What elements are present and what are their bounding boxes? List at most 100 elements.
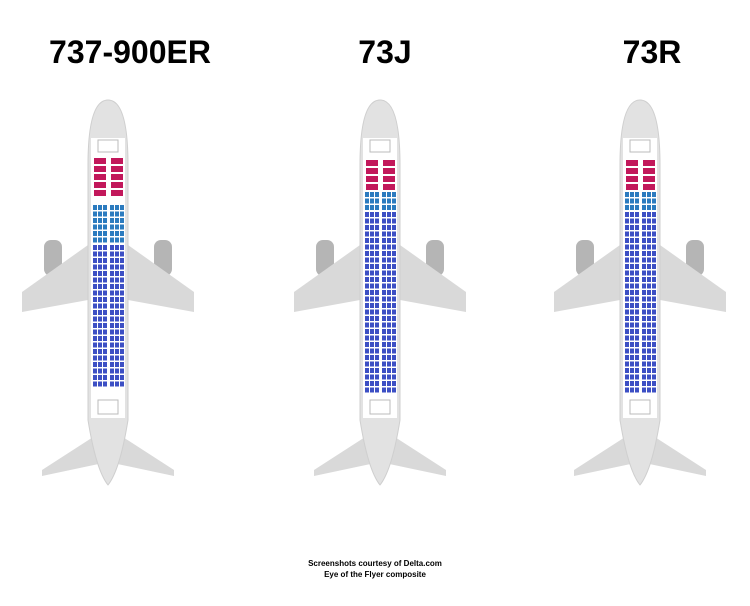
seat-first: [94, 190, 100, 196]
seat-main: [387, 374, 391, 380]
seat-main: [103, 245, 107, 250]
seat-main: [98, 290, 102, 296]
seat-comfort: [93, 231, 97, 236]
seat-main: [365, 244, 369, 250]
seat-comfort: [635, 205, 639, 210]
seat-main: [635, 335, 639, 341]
seat-main: [382, 218, 386, 224]
seat-main: [652, 374, 656, 380]
seat-main: [110, 245, 114, 250]
seat-main: [370, 212, 374, 217]
seat-main: [115, 251, 119, 257]
seat-main: [120, 251, 124, 257]
seat-main: [647, 218, 651, 224]
seat-main: [652, 348, 656, 354]
seat-main: [365, 309, 369, 315]
seat-main: [630, 244, 634, 250]
seat-first: [117, 174, 123, 180]
seat-main: [370, 303, 374, 308]
seat-main: [647, 244, 651, 250]
seat-main: [93, 329, 97, 335]
seat-main: [110, 368, 114, 374]
seat-first: [94, 166, 100, 172]
galley: [97, 139, 119, 153]
seat-main: [98, 362, 102, 367]
seat-main: [93, 381, 97, 387]
seat-main: [635, 374, 639, 380]
seat-comfort: [98, 224, 102, 230]
seat-main: [652, 387, 656, 393]
seat-main: [382, 251, 386, 256]
plane-title: 737-900ER: [49, 34, 211, 70]
wing: [22, 245, 88, 312]
seat-comfort: [370, 198, 374, 204]
seat-main: [382, 355, 386, 360]
seat-main: [110, 297, 114, 302]
seat-main: [642, 264, 646, 269]
seat-main: [120, 316, 124, 322]
seat-first: [372, 168, 378, 174]
seat-main: [642, 335, 646, 341]
seat-comfort: [642, 192, 646, 197]
seat-main: [392, 309, 396, 315]
seat-main: [625, 251, 629, 256]
seat-main: [120, 342, 124, 348]
seat-main: [642, 309, 646, 315]
seat-main: [647, 387, 651, 393]
seat-main: [387, 322, 391, 328]
wing: [128, 245, 194, 312]
seat-main: [652, 225, 656, 230]
seat-main: [370, 374, 374, 380]
seat-main: [392, 270, 396, 276]
seat-main: [642, 355, 646, 360]
seat-main: [120, 355, 124, 361]
seat-main: [387, 251, 391, 256]
seat-main: [375, 290, 379, 295]
seat-main: [387, 309, 391, 315]
seat-main: [630, 342, 634, 347]
seat-main: [387, 264, 391, 269]
seat-main: [625, 238, 629, 243]
seat-main: [98, 368, 102, 374]
seat-main: [635, 270, 639, 276]
seat-main: [635, 212, 639, 217]
seat-comfort: [630, 205, 634, 210]
seat-main: [630, 361, 634, 367]
seat-main: [375, 212, 379, 217]
seat-main: [392, 296, 396, 302]
seat-main: [93, 290, 97, 296]
seat-main: [93, 310, 97, 315]
seat-main: [115, 329, 119, 335]
seat-main: [110, 277, 114, 283]
seat-main: [98, 323, 102, 328]
seat-main: [625, 212, 629, 217]
seat-main: [630, 218, 634, 224]
seat-main: [365, 296, 369, 302]
seat-comfort: [382, 198, 386, 204]
seat-first: [643, 184, 649, 190]
seat-main: [382, 290, 386, 295]
seat-main: [103, 323, 107, 328]
seat-main: [625, 316, 629, 321]
seat-comfort: [103, 224, 107, 230]
seat-main: [635, 296, 639, 302]
seat-main: [635, 309, 639, 315]
seat-first: [649, 160, 655, 166]
seat-comfort: [103, 237, 107, 243]
seat-main: [375, 244, 379, 250]
seat-main: [375, 309, 379, 315]
seat-comfort: [625, 205, 629, 210]
seat-comfort: [120, 224, 124, 230]
seat-main: [652, 244, 656, 250]
seat-main: [115, 284, 119, 289]
seat-main: [630, 257, 634, 263]
seat-comfort: [375, 192, 379, 197]
seat-main: [93, 297, 97, 302]
seat-first: [632, 168, 638, 174]
seat-main: [93, 362, 97, 367]
seat-main: [647, 231, 651, 237]
seat-comfort: [103, 218, 107, 223]
seat-main: [387, 368, 391, 373]
seat-main: [387, 316, 391, 321]
